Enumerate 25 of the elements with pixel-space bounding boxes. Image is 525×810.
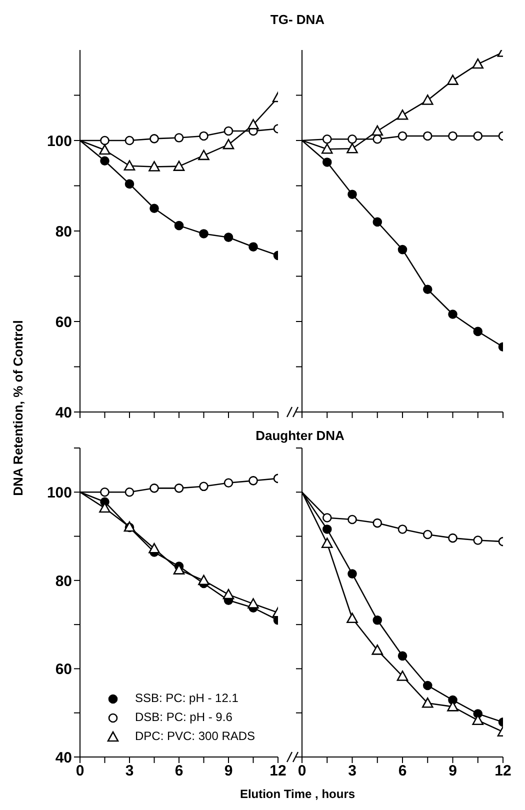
- x-tick-label: 12: [494, 762, 512, 780]
- y-tick-label: 60: [55, 314, 72, 331]
- x-axis-title: Elution Time , hours: [238, 787, 356, 801]
- y-tick-label: 40: [55, 749, 72, 766]
- y-axis-title: DNA Retention, % of Control: [10, 320, 26, 496]
- x-tick-label: 0: [76, 762, 84, 780]
- x-tick-label: 0: [298, 762, 306, 780]
- chart-title: Daughter DNA: [255, 428, 345, 443]
- y-tick-label: 60: [55, 661, 72, 678]
- legend-label: DPC: PVC: 300 RADS: [135, 728, 256, 742]
- x-tick-label: 9: [448, 762, 457, 780]
- y-tick-label: 40: [55, 404, 72, 422]
- chart-title: TG- DNA: [269, 12, 326, 27]
- x-tick-label: 12: [270, 762, 286, 780]
- y-tick-label: 80: [55, 223, 72, 240]
- y-tick-label: 100: [46, 484, 72, 502]
- x-tick-label: 6: [174, 762, 184, 780]
- legend-label: SSB: PC: pH - 12.1: [135, 690, 238, 704]
- x-tick-label: 3: [348, 762, 356, 780]
- legend-label: DSB: PC: pH - 9.6: [135, 710, 232, 724]
- x-tick-label: 9: [224, 762, 233, 780]
- x-tick-label: 6: [398, 762, 407, 780]
- y-tick-label: 80: [55, 572, 72, 590]
- x-tick-label: 3: [125, 762, 134, 780]
- y-tick-label: 100: [46, 132, 72, 150]
